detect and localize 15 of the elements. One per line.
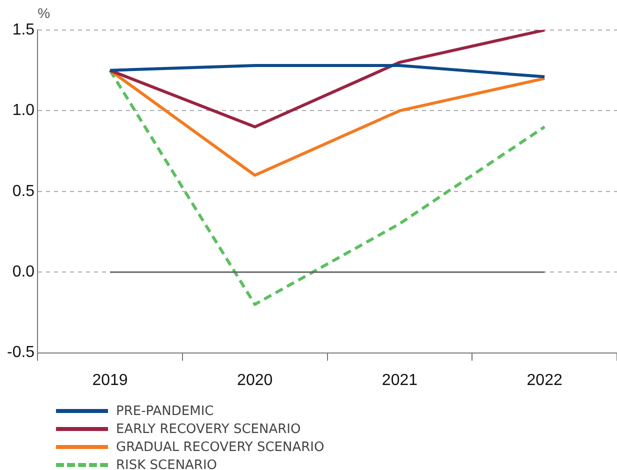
y-tick-label: 1.0 bbox=[12, 102, 35, 120]
y-tick-label: -0.5 bbox=[6, 344, 35, 362]
legend-label: PRE-PANDEMIC bbox=[116, 404, 214, 418]
x-tick-label: 2019 bbox=[92, 372, 128, 389]
y-axis-title: % bbox=[38, 5, 50, 21]
y-tick-label: 0.5 bbox=[12, 182, 35, 200]
legend-label: RISK SCENARIO bbox=[116, 458, 218, 470]
x-tick-label: 2021 bbox=[382, 372, 418, 389]
legend-label: EARLY RECOVERY SCENARIO bbox=[116, 422, 301, 436]
x-tick-label: 2020 bbox=[237, 372, 273, 389]
x-tick-label: 2022 bbox=[526, 372, 562, 389]
legend-label: GRADUAL RECOVERY SCENARIO bbox=[116, 440, 324, 454]
y-tick-label: 0.0 bbox=[12, 264, 35, 281]
y-tick-label: 1.5 bbox=[12, 21, 35, 38]
line-series bbox=[108, 68, 546, 306]
